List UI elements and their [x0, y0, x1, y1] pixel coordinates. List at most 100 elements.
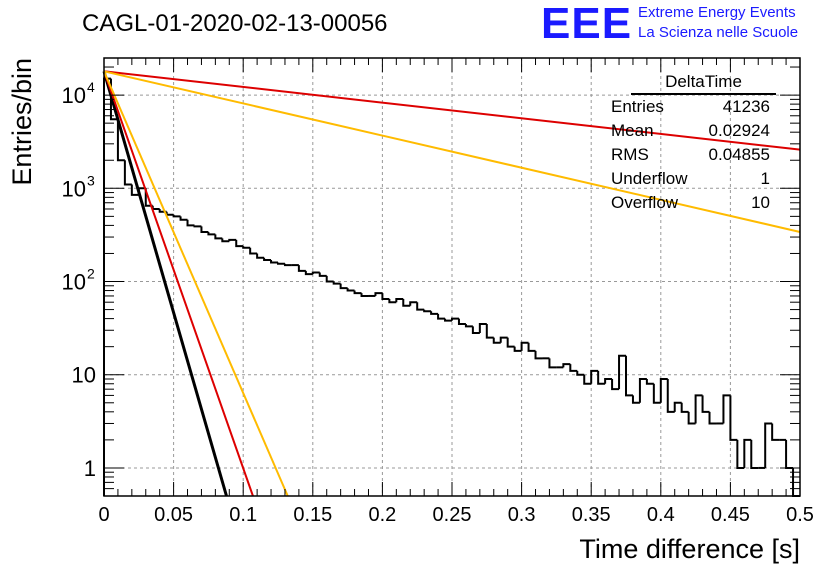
x-tick-label: 0 [98, 504, 109, 526]
stats-box: DeltaTime Entries 41236 Mean 0.02924 RMS… [611, 72, 776, 215]
histogram-bin [242, 246, 251, 249]
histogram-bin [318, 272, 327, 277]
histogram-bin [346, 288, 355, 292]
histogram-bin [722, 394, 731, 424]
histogram-bin [631, 395, 640, 404]
stat-row-overflow: Overflow 10 [611, 191, 776, 215]
stat-value: 0.02924 [708, 121, 770, 140]
histogram-bin [645, 378, 654, 385]
histogram-bin [506, 337, 515, 348]
histogram-bin [520, 341, 529, 351]
histogram-bin [409, 301, 418, 306]
histogram-bin [576, 370, 585, 376]
histogram-bin [701, 395, 710, 413]
x-tick-label: 0.5 [786, 504, 814, 526]
histogram-bin [743, 438, 752, 468]
histogram-bin [750, 439, 759, 469]
fit-line [103, 70, 801, 151]
histogram-bin [451, 317, 459, 321]
histogram-bin [423, 309, 432, 313]
histogram-bin [360, 293, 369, 297]
x-axis-label: Time difference [s] [579, 534, 800, 564]
histogram-bin [304, 270, 313, 276]
stat-label: RMS [611, 145, 649, 164]
y-tick-exponent: 3 [87, 172, 95, 188]
y-tick-label: 10 [72, 363, 96, 388]
histogram-bin [666, 378, 675, 413]
x-tick-label: 0.4 [647, 504, 675, 526]
histogram-bin [708, 411, 717, 425]
histogram-bin [534, 350, 543, 360]
histogram-bin [116, 119, 125, 162]
histogram-bin [228, 238, 237, 242]
histogram-bin [374, 292, 383, 296]
histogram-bin [659, 377, 668, 403]
histogram-bin [771, 423, 780, 441]
histogram-bin [492, 337, 501, 344]
histogram-bin [548, 358, 557, 369]
histogram-bin [604, 377, 613, 384]
histogram-bin [297, 265, 306, 272]
x-tick-label: 0.05 [154, 504, 193, 526]
stat-value: 1 [760, 169, 770, 188]
stat-value: 0.04855 [708, 145, 770, 164]
histogram-bin [325, 275, 334, 283]
histogram-bin [165, 211, 174, 216]
histogram-bin [499, 336, 508, 343]
histogram-bin [123, 160, 132, 186]
grid [104, 58, 800, 496]
x-tick-label: 0.45 [711, 504, 750, 526]
histogram-bin [652, 383, 661, 404]
fit-line [103, 70, 254, 497]
stat-row-underflow: Underflow 1 [611, 167, 776, 191]
stat-value: 41236 [722, 97, 770, 116]
stat-label: Underflow [611, 169, 688, 188]
y-axis-label: Entries/bin [7, 58, 37, 186]
histogram-bin [471, 326, 480, 335]
x-tick-label: 0.3 [508, 504, 536, 526]
y-tick-label: 10 [62, 270, 86, 295]
logo-tagline-2: La Scienza nelle Scuole [638, 24, 799, 41]
histogram-bin [263, 257, 272, 262]
histogram-bin [381, 293, 390, 300]
histogram-bin [618, 354, 626, 390]
histogram-bin [207, 231, 216, 236]
histogram-bin [193, 225, 202, 228]
fit-line [102, 70, 228, 497]
histogram-bin [402, 298, 411, 307]
histogram-bin [214, 234, 223, 240]
histogram-bin [590, 369, 599, 384]
histogram-bin [200, 226, 209, 233]
histogram-bin [270, 260, 278, 264]
histogram-bin [562, 363, 571, 368]
histogram-bin [311, 271, 320, 275]
histogram-bin [764, 422, 773, 468]
stat-row-entries: Entries 41236 [611, 95, 776, 119]
histogram-bin [583, 374, 592, 385]
y-tick-exponent: 2 [87, 266, 95, 282]
stats-title: DeltaTime [631, 72, 776, 95]
histogram-bin [694, 394, 703, 424]
histogram-bin [130, 184, 139, 196]
y-tick-label: 10 [62, 176, 86, 201]
histogram-bin [416, 302, 425, 311]
histogram-bin [353, 290, 362, 295]
histogram-bin [478, 323, 487, 334]
fit-line [103, 70, 801, 233]
stat-row-mean: Mean 0.02924 [611, 119, 776, 143]
y-tick-label: 1 [84, 456, 96, 481]
stat-label: Entries [611, 97, 664, 116]
histogram-bin [249, 247, 258, 255]
y-tick-label: 10 [62, 83, 86, 108]
x-tick-label: 0.1 [229, 504, 257, 526]
histogram-bin [569, 364, 578, 372]
histogram-bin [235, 239, 244, 248]
histogram-bin [597, 370, 606, 385]
x-tick-label: 0.25 [433, 504, 472, 526]
histogram-bin [221, 238, 230, 243]
histogram-bin [673, 401, 682, 412]
histogram-bin [437, 313, 446, 320]
histogram-bin [680, 402, 689, 413]
stat-value: 10 [751, 193, 770, 212]
y-tick-exponent: 4 [87, 79, 95, 95]
